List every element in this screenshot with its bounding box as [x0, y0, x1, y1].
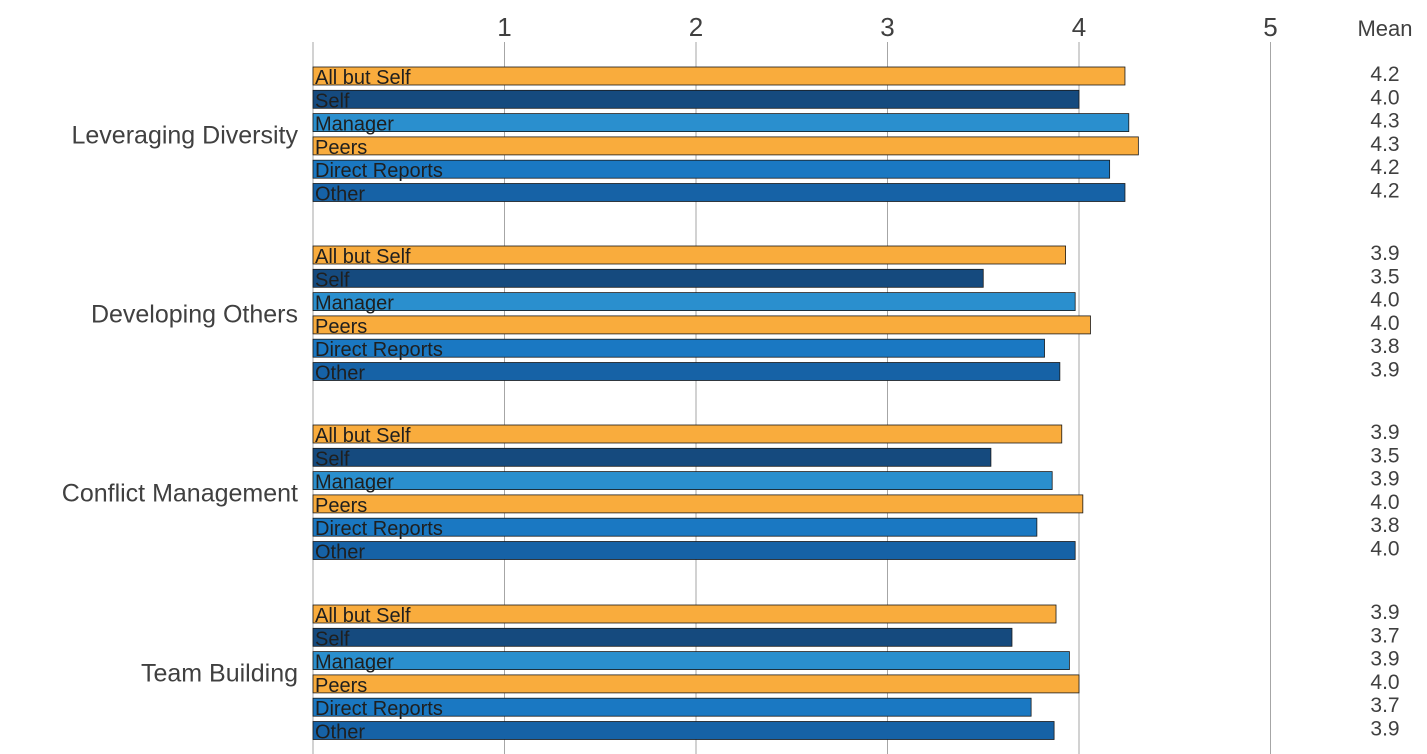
bar [312, 651, 1070, 670]
bar-label: Manager [315, 472, 394, 494]
bar-label: Direct Reports [315, 160, 443, 182]
bar-label: Other [315, 184, 365, 206]
bar [312, 604, 1057, 624]
bar-label: Peers [315, 495, 367, 517]
bar [312, 292, 1076, 312]
bar-label: Direct Reports [315, 698, 443, 720]
bar [312, 338, 1045, 358]
bar [312, 517, 1038, 537]
bar [312, 697, 1032, 717]
bar-groups: Leveraging Diversity All but Self 4.2 Self 4… [62, 63, 1400, 744]
bar-label: Peers [315, 675, 367, 697]
bar-label: All but Self [315, 425, 411, 447]
mean-value: 4.3 [1370, 110, 1399, 133]
bar-label: Manager [315, 114, 394, 136]
mean-value: 3.9 [1370, 242, 1399, 265]
group-label: Leveraging Diversity [72, 121, 299, 149]
bar-group: Developing Others All but Self 3.9 Self 3.5 M… [91, 242, 1400, 385]
mean-value: 4.2 [1370, 156, 1399, 179]
bar-label: Self [315, 90, 350, 112]
x-tick-label: 3 [880, 12, 894, 42]
mean-value: 3.9 [1370, 718, 1399, 741]
bar [312, 471, 1053, 491]
bar [312, 66, 1126, 86]
mean-value: 3.9 [1370, 421, 1399, 444]
mean-value: 3.7 [1370, 694, 1399, 717]
bar [312, 245, 1066, 265]
bar-label: Self [315, 628, 350, 650]
bar-label: Manager [315, 652, 394, 674]
bar [312, 268, 984, 288]
bar-group: Team Building All but Self 3.9 Self 3.7 Manag… [141, 601, 1400, 744]
group-label: Team Building [141, 659, 298, 687]
group-label: Conflict Management [62, 479, 298, 507]
mean-value: 3.8 [1370, 514, 1399, 537]
bar [312, 315, 1091, 335]
bar [312, 136, 1139, 156]
bar-label: Other [315, 363, 365, 385]
bar-label: All but Self [315, 67, 411, 89]
mean-value: 4.0 [1370, 491, 1399, 514]
bar-label: Peers [315, 316, 367, 338]
mean-value: 4.2 [1370, 63, 1399, 86]
mean-header: Mean [1357, 16, 1412, 41]
x-tick-label: 1 [497, 12, 511, 42]
bar-label: Direct Reports [315, 518, 443, 540]
mean-value: 3.8 [1370, 335, 1399, 358]
mean-value: 3.9 [1370, 601, 1399, 624]
bar [312, 113, 1130, 132]
mean-value: 4.0 [1370, 671, 1399, 694]
bar-label: Other [315, 542, 365, 564]
bar-label: Peers [315, 137, 367, 159]
bar-label: Direct Reports [315, 339, 443, 361]
bar [312, 159, 1111, 179]
bar [312, 424, 1063, 444]
mean-value: 4.0 [1370, 289, 1399, 312]
bar [312, 627, 1013, 647]
bar [312, 183, 1126, 202]
bar-label: All but Self [315, 246, 411, 268]
mean-value: 3.9 [1370, 359, 1399, 382]
mean-value: 3.7 [1370, 624, 1399, 647]
bar-group: Conflict Management All but Self 3.9 Self 3.… [62, 421, 1400, 564]
mean-value: 4.0 [1370, 86, 1399, 109]
mean-value: 4.3 [1370, 133, 1399, 156]
bar [312, 494, 1084, 514]
group-label: Developing Others [91, 300, 298, 328]
bar-label: Self [315, 269, 350, 291]
mean-value: 4.2 [1370, 180, 1399, 203]
mean-value: 3.9 [1370, 648, 1399, 671]
x-axis-ticks: 1 2 3 4 5 [497, 12, 1277, 42]
x-tick-label: 2 [689, 12, 703, 42]
bar [312, 541, 1076, 560]
bar [312, 447, 992, 467]
bar-label: Other [315, 722, 365, 744]
mean-value: 3.9 [1370, 468, 1399, 491]
x-tick-label: 4 [1072, 12, 1086, 42]
bar [312, 362, 1061, 381]
bar-label: Manager [315, 293, 394, 315]
x-tick-label: 5 [1263, 12, 1277, 42]
mean-value: 4.0 [1370, 312, 1399, 335]
mean-value: 3.5 [1370, 265, 1399, 288]
mean-value: 3.5 [1370, 444, 1399, 467]
bar [312, 721, 1055, 740]
bar-label: All but Self [315, 605, 411, 627]
bar [312, 89, 1080, 109]
mean-value: 4.0 [1370, 538, 1399, 561]
bar-label: Self [315, 448, 350, 470]
bar-group: Leveraging Diversity All but Self 4.2 Self 4… [72, 63, 1400, 206]
bar [312, 674, 1080, 694]
